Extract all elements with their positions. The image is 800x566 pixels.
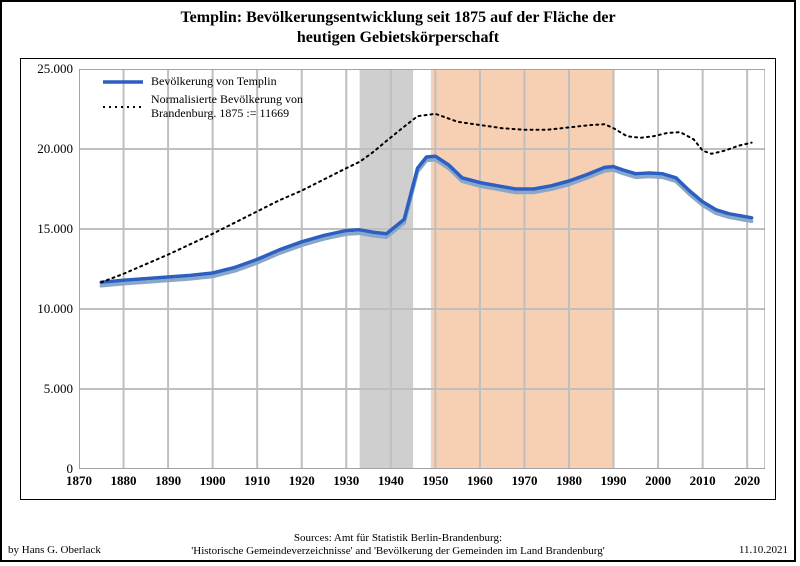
series-templin_shadow (101, 160, 751, 286)
x-axis-label: 2020 (734, 469, 760, 489)
x-axis-label: 1970 (511, 469, 537, 489)
sources-line-1: Sources: Amt für Statistik Berlin-Brande… (294, 532, 502, 544)
x-axis-label: 1960 (467, 469, 493, 489)
x-axis-label: 1950 (422, 469, 448, 489)
legend-label: Bevölkerung von Templin (151, 75, 277, 89)
y-axis-label: 15.000 (37, 221, 79, 237)
x-axis-label: 1880 (111, 469, 137, 489)
shaded-band (360, 69, 413, 469)
x-axis-label: 1930 (333, 469, 359, 489)
title-line-1: Templin: Bevölkerungsentwicklung seit 18… (180, 9, 615, 26)
y-axis-label: 20.000 (37, 141, 79, 157)
title-line-2: heutigen Gebietskörperschaft (297, 29, 499, 46)
chart-area-border: 05.00010.00015.00020.00025.0001870188018… (20, 58, 776, 500)
legend-swatch-dotted-icon (103, 100, 143, 114)
legend-label: Normalisierte Bevölkerung vonBrandenburg… (151, 93, 303, 121)
x-axis-label: 1910 (244, 469, 270, 489)
x-axis-label: 1890 (155, 469, 181, 489)
chart-title: Templin: Bevölkerungsentwicklung seit 18… (2, 2, 794, 50)
sources-line-2: 'Historische Gemeindeverzeichnisse' and … (191, 545, 604, 557)
x-axis-label: 1900 (200, 469, 226, 489)
legend-item-brandenburg: Normalisierte Bevölkerung vonBrandenburg… (103, 93, 303, 121)
shaded-band (431, 69, 614, 469)
x-axis-label: 2000 (645, 469, 671, 489)
legend: Bevölkerung von Templin Normalisierte Be… (103, 75, 303, 125)
plot-area: 05.00010.00015.00020.00025.0001870188018… (79, 69, 765, 469)
x-axis-label: 1990 (601, 469, 627, 489)
y-axis-label: 25.000 (37, 61, 79, 77)
x-axis-label: 1870 (66, 469, 92, 489)
x-axis-label: 1920 (289, 469, 315, 489)
legend-swatch-line-icon (103, 75, 143, 89)
legend-item-templin: Bevölkerung von Templin (103, 75, 303, 89)
sources-footer: Sources: Amt für Statistik Berlin-Brande… (2, 532, 794, 558)
x-axis-label: 1940 (378, 469, 404, 489)
x-axis-label: 1980 (556, 469, 582, 489)
generation-date: 11.10.2021 (739, 544, 788, 556)
y-axis-label: 5.000 (44, 381, 79, 397)
y-axis-label: 10.000 (37, 301, 79, 317)
chart-frame: Templin: Bevölkerungsentwicklung seit 18… (0, 0, 796, 562)
x-axis-label: 2010 (690, 469, 716, 489)
series-brandenburg_norm (101, 114, 751, 282)
